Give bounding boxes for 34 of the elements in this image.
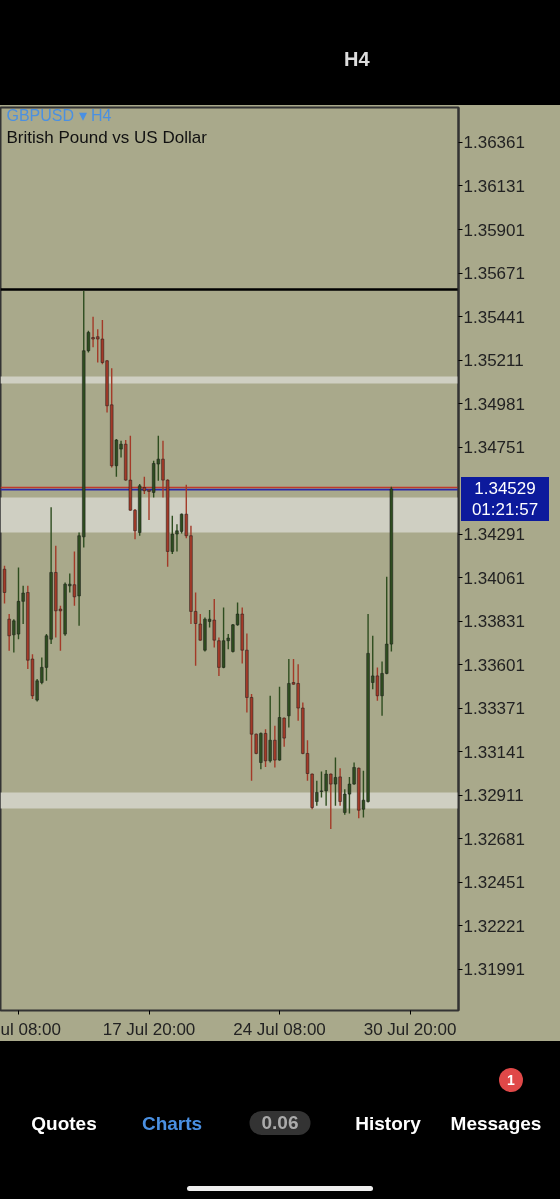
text: Quotes xyxy=(31,1113,97,1135)
y-tick-label: 1.34291 xyxy=(463,525,525,545)
y-tick-label: 1.32451 xyxy=(463,873,525,893)
y-tick-label: 1.35901 xyxy=(463,220,525,240)
text: History xyxy=(355,1113,421,1135)
y-tick-label: 1.35671 xyxy=(463,264,525,284)
y-tick-label: 1.32221 xyxy=(463,916,525,936)
y-tick-label: 1.33601 xyxy=(463,655,525,675)
y-tick-label: 1.34061 xyxy=(463,568,525,588)
y-tick-label: 1.33831 xyxy=(463,612,525,632)
y-tick-label: 1.36131 xyxy=(463,177,525,196)
y-tick-label: 1.33371 xyxy=(463,699,525,719)
text: Charts xyxy=(141,1113,203,1135)
text: British Pound vs US Dollar xyxy=(6,128,208,147)
x-tick-label: 24 Jul 08:00 xyxy=(233,1019,326,1039)
chart-title: GBPUSD ▾ H4 xyxy=(6,107,112,124)
y-tick-label: 1.35211 xyxy=(463,351,524,371)
x-tick-label: 17 Jul 20:00 xyxy=(102,1019,196,1039)
y-tick-label: 1.32681 xyxy=(463,829,525,849)
text: 1.34529 xyxy=(473,477,537,499)
x-tick-label: 30 Jul 20:00 xyxy=(363,1019,457,1039)
y-tick-label: 1.34751 xyxy=(463,438,525,458)
text: H4 xyxy=(344,48,370,71)
y-tick-label: 1.33141 xyxy=(463,742,525,762)
text: 1 xyxy=(499,1068,523,1092)
y-tick-label: 1.31991 xyxy=(463,960,525,980)
y-tick-label: 1.34981 xyxy=(463,394,525,414)
y-tick-label: 1.32911 xyxy=(463,786,524,806)
x-tick-label: ul 08:00 xyxy=(0,1019,61,1039)
y-tick-label: 1.35441 xyxy=(463,307,525,327)
y-tick-label: 1.36361 xyxy=(463,133,525,153)
text: 0.06 xyxy=(249,1111,311,1135)
text: Messages xyxy=(450,1113,542,1135)
text: 01:21:57 xyxy=(470,498,540,520)
